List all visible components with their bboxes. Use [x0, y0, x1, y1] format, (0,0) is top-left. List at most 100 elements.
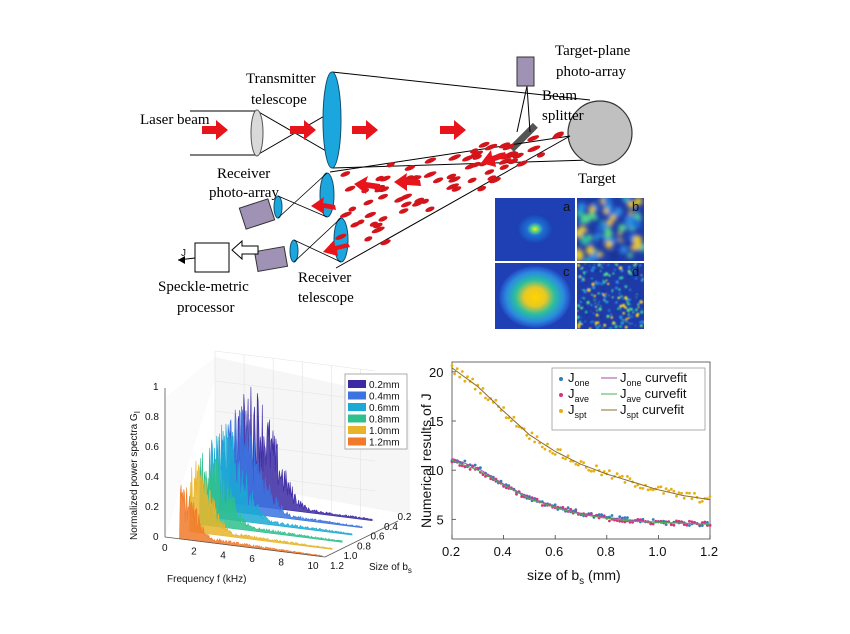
speckle-ellipse — [378, 186, 390, 193]
speckle-dot — [604, 272, 609, 276]
speckle-ellipse — [553, 131, 564, 138]
speckle-ellipse — [348, 206, 357, 212]
speckle-dot — [637, 306, 640, 309]
speckle-dot — [602, 280, 606, 284]
speckle-dot — [614, 325, 618, 329]
legend-entry: Jspt — [568, 402, 587, 420]
inset-label-c: c — [563, 264, 570, 279]
legend-swatch — [348, 426, 366, 434]
power-spectra-zlabel: Size of bs — [369, 562, 412, 575]
speckle-dot — [608, 274, 611, 277]
speckle-dot — [629, 272, 633, 276]
speckle-dot — [618, 306, 621, 308]
speckle-ellipse — [425, 206, 435, 213]
legend-swatch — [348, 437, 366, 446]
data-point-J_ave — [690, 520, 694, 524]
legend-fit-entry: Jone curvefit — [620, 370, 687, 388]
speckle-dot — [620, 292, 623, 295]
z-tick-label: 0.8 — [357, 541, 371, 552]
return-arrow-icon — [311, 197, 336, 214]
data-point-J_spt — [481, 387, 485, 390]
spectrum-series-1.2mm — [179, 485, 323, 557]
speckle-ellipse — [400, 201, 412, 208]
speckle-ellipse — [386, 162, 395, 168]
data-point-J_ave — [675, 519, 678, 523]
data-point-J_spt — [579, 460, 583, 463]
speckle-ellipse — [404, 164, 416, 171]
data-point-J_ave — [618, 519, 622, 523]
spectrum-series-0.8mm — [199, 447, 343, 543]
speckle-dot — [598, 300, 601, 304]
speckle-dot — [580, 306, 584, 310]
speckle-ellipse — [484, 169, 495, 175]
speckle-ellipse — [508, 158, 519, 165]
speckle-ellipse — [527, 135, 540, 142]
speckle-dot — [602, 222, 608, 229]
data-point-J_ave — [685, 523, 689, 527]
x-tick-label: 0 — [162, 543, 168, 554]
speckle-dot — [633, 275, 637, 278]
speckle-dot — [606, 314, 610, 318]
y-tick-label: 5 — [437, 512, 444, 527]
speckle-dot — [620, 285, 622, 288]
data-point-J_ave — [484, 475, 487, 478]
speckle-dot — [636, 293, 638, 296]
legend-marker — [559, 393, 563, 397]
label-beam-1: Beam — [542, 88, 577, 104]
speckle-dot — [629, 307, 633, 311]
speckle-dot — [594, 206, 599, 211]
data-point-J_spt — [615, 472, 619, 476]
speckle-dot — [580, 279, 584, 283]
data-point-J_spt — [528, 437, 531, 440]
beam-arrows — [202, 120, 466, 140]
data-point-J_spt — [664, 487, 668, 491]
data-point-J_spt — [515, 424, 518, 428]
speckle-dot — [582, 266, 584, 268]
speckle-dot — [607, 263, 610, 267]
data-point-J_spt — [600, 473, 603, 477]
data-point-J_ave — [680, 520, 683, 524]
speckle-dot — [602, 293, 605, 297]
j-results-ylabel: Numerical results of J — [418, 393, 434, 528]
data-point-J_spt — [455, 367, 459, 371]
speckle-dot — [590, 268, 595, 272]
data-point-J_spt — [535, 435, 539, 438]
speckle-dot — [607, 282, 610, 286]
speckle-dot — [590, 303, 593, 307]
data-point-J_spt — [700, 500, 704, 503]
speckle-dot — [620, 268, 624, 273]
speckle-ellipse — [350, 221, 361, 228]
speckle-dot — [618, 292, 621, 295]
speckle-dot — [586, 300, 590, 305]
speckle-dot — [626, 321, 628, 323]
speckle-dot — [583, 323, 586, 325]
speckle-dot — [587, 288, 591, 292]
speckle-dot — [634, 208, 639, 213]
data-point-J_ave — [706, 524, 709, 527]
speckle-dot — [577, 310, 578, 312]
data-point-J_spt — [708, 495, 712, 498]
speckle-dot — [577, 242, 580, 248]
speckle-dot — [580, 298, 584, 302]
speckle-dot — [620, 263, 624, 266]
speckle-dot — [627, 316, 630, 320]
data-point-J_ave — [463, 465, 467, 469]
speckle-dot — [640, 320, 643, 323]
data-point-J_spt — [602, 470, 606, 473]
x-tick-label: 6 — [249, 554, 255, 565]
data-point-J_ave — [649, 522, 653, 526]
target-sphere — [567, 100, 633, 166]
speckle-dot — [595, 269, 598, 272]
speckle-dot — [637, 297, 641, 301]
label-j-output: J — [181, 248, 186, 259]
label-processor-1: Speckle-metric — [158, 279, 249, 295]
data-point-J_spt — [682, 496, 686, 500]
speckle-dot — [605, 279, 608, 282]
speckle-dot — [631, 322, 634, 325]
speckle-dot — [596, 326, 600, 329]
speckle-dot — [637, 267, 640, 269]
speckle-ellipse — [371, 226, 385, 234]
data-point-J_ave — [682, 523, 686, 526]
speckle-dot — [591, 277, 593, 280]
